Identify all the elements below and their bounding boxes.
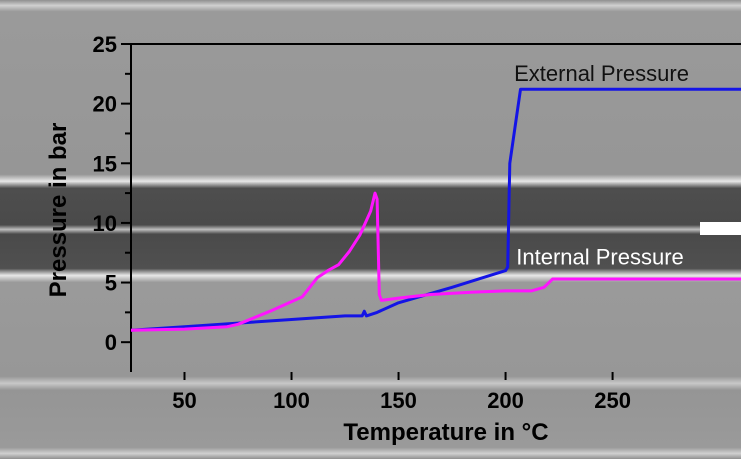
series-line-external-pressure <box>130 87 741 332</box>
series-line-internal-pressure <box>130 191 741 332</box>
axes <box>130 43 741 372</box>
y-tick-label: 25 <box>93 32 117 57</box>
white-marker <box>700 222 741 235</box>
x-ticks: 50 100 150 200 250 <box>172 372 631 413</box>
annotation-layer: External Pressure Internal Pressure <box>514 61 689 270</box>
x-tick-label: 50 <box>172 388 196 413</box>
y-axis-title: Pressure in bar <box>45 123 72 298</box>
x-tick-label: 250 <box>594 388 631 413</box>
y-tick-label: 20 <box>93 92 117 117</box>
series-layer <box>130 87 741 332</box>
x-axis-title: Temperature in °C <box>343 419 548 446</box>
y-tick-label: 5 <box>105 271 117 296</box>
x-tick-label: 100 <box>273 388 310 413</box>
annotation-label: External Pressure <box>514 61 689 86</box>
annotation-label: Internal Pressure <box>516 245 684 270</box>
x-tick-label: 150 <box>380 388 417 413</box>
y-ticks: 0 5 10 15 20 25 <box>93 32 131 355</box>
y-tick-label: 0 <box>105 330 117 355</box>
y-tick-label: 10 <box>93 211 117 236</box>
y-tick-label: 15 <box>93 151 117 176</box>
x-tick-label: 200 <box>487 388 524 413</box>
